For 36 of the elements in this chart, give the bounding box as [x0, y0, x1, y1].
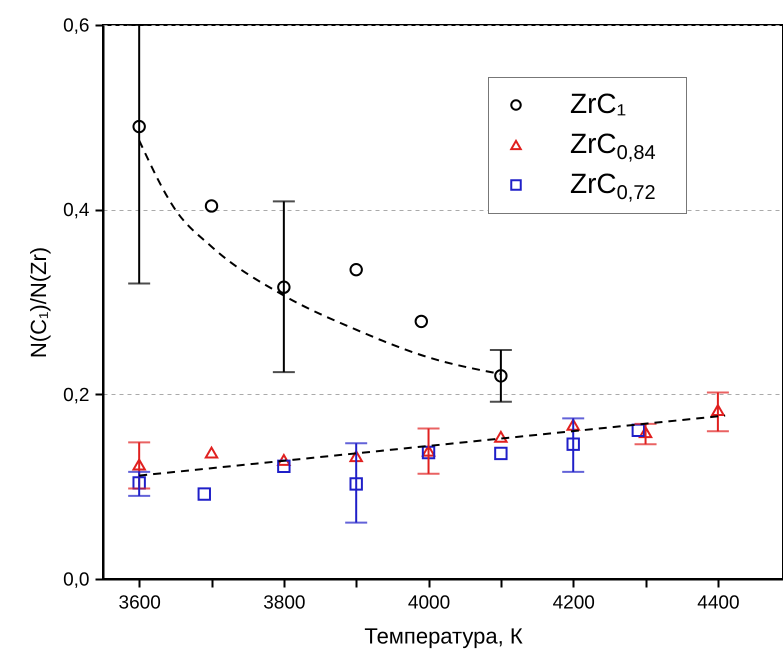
x-tick-label: 4400: [697, 592, 740, 614]
point: [198, 487, 211, 501]
y-tick-label: 0,6: [63, 16, 90, 36]
point: [349, 450, 363, 462]
y-tick-label: 0,2: [63, 384, 90, 406]
x-tick-label: 4000: [408, 592, 450, 614]
point: [277, 460, 291, 474]
point: [711, 404, 725, 416]
point: [132, 120, 146, 134]
point: [494, 369, 508, 383]
point: [494, 446, 508, 460]
legend-label: ZrC₁: [570, 88, 626, 119]
point: [632, 424, 646, 438]
y-tick-label: 0,0: [63, 570, 90, 590]
point: [349, 262, 363, 276]
point: [566, 418, 580, 431]
point: [494, 430, 508, 443]
x-axis-title: Температура, К: [364, 624, 523, 648]
point: [277, 280, 291, 294]
y-axis-title: N(C₁)/N(Zr): [26, 246, 52, 358]
point: [204, 446, 218, 458]
x-tick-label: 3600: [118, 592, 161, 614]
point: [204, 199, 218, 213]
point: [132, 458, 146, 470]
point: [566, 437, 580, 451]
point: [422, 446, 436, 460]
x-tick-label: 4200: [552, 592, 595, 614]
legend-label: ZrC$_{0,84}$: [570, 128, 656, 164]
point: [638, 426, 652, 438]
point: [132, 476, 146, 490]
point: [277, 454, 291, 466]
legend-label: ZrC$_{0,72}$: [570, 168, 656, 204]
point: [349, 477, 363, 491]
x-tick-label: 3800: [263, 592, 306, 614]
y-tick-label: 0,4: [63, 200, 90, 222]
point: [414, 314, 428, 328]
